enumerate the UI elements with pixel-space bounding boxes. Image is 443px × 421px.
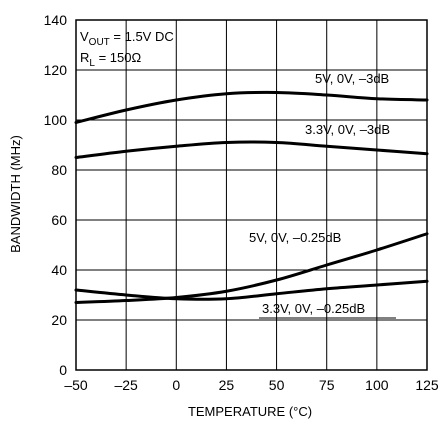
y-tick-label: 100 [44,112,68,128]
condition-rl: RL = 150Ω [80,50,141,69]
y-tick-label: 40 [51,262,67,278]
series-label-5v-3db: 5V, 0V, –3dB [315,71,389,86]
x-tick-label: 100 [365,377,389,393]
y-tick-label: 140 [44,12,68,28]
condition-vout: VOUT = 1.5V DC [80,29,174,48]
x-tick-label: 50 [269,377,285,393]
y-axis-title: BANDWIDTH (MHz) [8,135,23,253]
series-label-5v-025db: 5V, 0V, –0.25dB [249,230,341,245]
y-tick-label: 80 [51,162,67,178]
x-tick-label: 75 [319,377,335,393]
plot-frame [75,19,428,371]
x-axis-title: TEMPERATURE (°C) [188,404,312,419]
series-layer [74,90,429,304]
conditions-annotation: VOUT = 1.5V DC RL = 150Ω [80,29,174,69]
series-5v-025db-line [74,232,429,304]
series-label-3v3-025db: 3.3V, 0V, –0.25dB [262,301,365,316]
series-label-3v3-3db: 3.3V, 0V, –3dB [305,122,390,137]
tick-labels: –50 –25 0 25 50 75 100 125 0 20 40 60 80 100 120 140 [44,12,439,393]
x-tick-label: –50 [64,377,88,393]
y-tick-label: 20 [51,312,67,328]
x-tick-label: 25 [219,377,235,393]
y-tick-label: 120 [44,62,68,78]
x-tick-label: 125 [415,377,439,393]
y-tick-label: 60 [51,212,67,228]
series-5v-3db-line [74,90,429,124]
series-3v3-3db-line [74,140,429,159]
grid [75,19,428,371]
series-labels: 5V, 0V, –3dB 3.3V, 0V, –3dB 5V, 0V, –0.2… [249,71,396,319]
x-tick-label: 0 [172,377,180,393]
x-tick-label: –25 [114,377,138,393]
series-3v3-025db-line [74,279,429,301]
y-tick-label: 0 [59,362,67,378]
